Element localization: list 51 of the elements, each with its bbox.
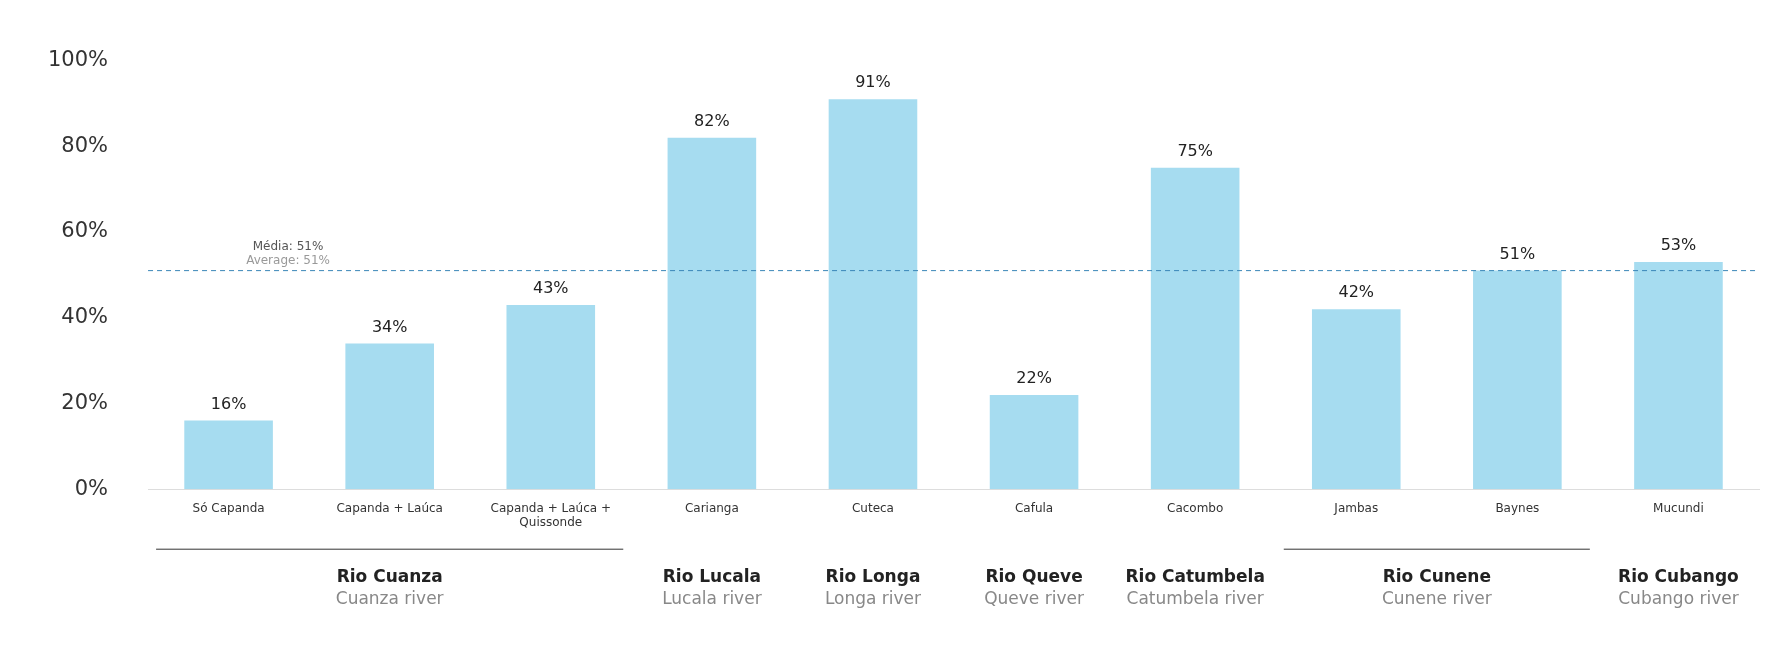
bar — [506, 304, 596, 490]
data-label: 42% — [1338, 282, 1375, 302]
x-tick-label: Capanda + Laúca + Quissonde — [490, 500, 611, 529]
text: Cunene river — [1381, 588, 1492, 609]
x-tick-label: Baynes — [1495, 500, 1540, 515]
text: Rio Cuanza — [336, 566, 443, 587]
data-label: 34% — [371, 316, 408, 336]
x-tick-label: Carianga — [684, 500, 739, 515]
x-tick-label: Jambas — [1333, 500, 1379, 515]
y-tick-label: 80% — [61, 132, 109, 157]
data-label: 53% — [1660, 235, 1697, 255]
data-label: 16% — [210, 393, 247, 413]
data-label: 51% — [1499, 243, 1536, 263]
text: Rio Lucala — [662, 566, 762, 587]
bar — [1150, 167, 1240, 490]
data-label: 22% — [1016, 368, 1052, 388]
x-tick-label: Cacombo — [1167, 500, 1224, 515]
data-label: 43% — [533, 278, 569, 298]
bar — [667, 137, 757, 490]
x-tick-label: Cuteca — [851, 500, 894, 515]
text: Queve river — [984, 588, 1084, 609]
bar — [345, 343, 434, 490]
text: Rio Cunene — [1382, 566, 1491, 587]
y-tick-label: 40% — [61, 304, 109, 329]
bar — [184, 420, 273, 490]
x-tick-label: Mucundi — [1653, 500, 1704, 515]
x-tick-label: Só Capanda — [192, 500, 265, 515]
data-label: 91% — [855, 72, 891, 92]
bar — [1634, 262, 1723, 490]
x-tick-label: Cafula — [1014, 500, 1054, 515]
x-tick-label: Capanda + Laúca — [336, 500, 443, 515]
y-tick-label: 60% — [61, 218, 109, 243]
bar — [989, 394, 1079, 490]
text: Rio Cubango — [1618, 566, 1739, 587]
y-tick-label: 0% — [74, 475, 109, 500]
bar — [828, 99, 918, 490]
text: Rio Queve — [985, 566, 1083, 587]
text: Cubango river — [1618, 588, 1739, 609]
text: Cuanza river — [335, 588, 444, 609]
y-tick-label: 100% — [47, 47, 109, 72]
text: Rio Longa — [825, 566, 921, 587]
text: Longa river — [824, 588, 922, 609]
bar — [1311, 309, 1401, 490]
data-label: 75% — [1177, 140, 1213, 160]
text: Lucala river — [662, 588, 762, 609]
bar — [1473, 270, 1562, 490]
data-label: 82% — [694, 110, 730, 130]
text: Catumbela river — [1126, 588, 1264, 609]
ref-line-label: Média: 51% Average: 51% — [246, 238, 330, 267]
y-tick-label: 20% — [61, 389, 109, 414]
text: Rio Catumbela — [1125, 566, 1265, 587]
